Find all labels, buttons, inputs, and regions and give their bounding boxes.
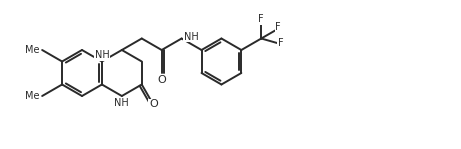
Text: Me: Me (24, 91, 39, 101)
Text: F: F (259, 14, 264, 24)
Text: O: O (149, 99, 158, 109)
Text: NH: NH (95, 51, 109, 60)
Text: Me: Me (24, 45, 39, 55)
Text: F: F (275, 22, 281, 32)
Text: NH: NH (183, 31, 198, 42)
Text: F: F (278, 38, 283, 48)
Text: O: O (157, 75, 166, 85)
Text: NH: NH (114, 98, 129, 108)
